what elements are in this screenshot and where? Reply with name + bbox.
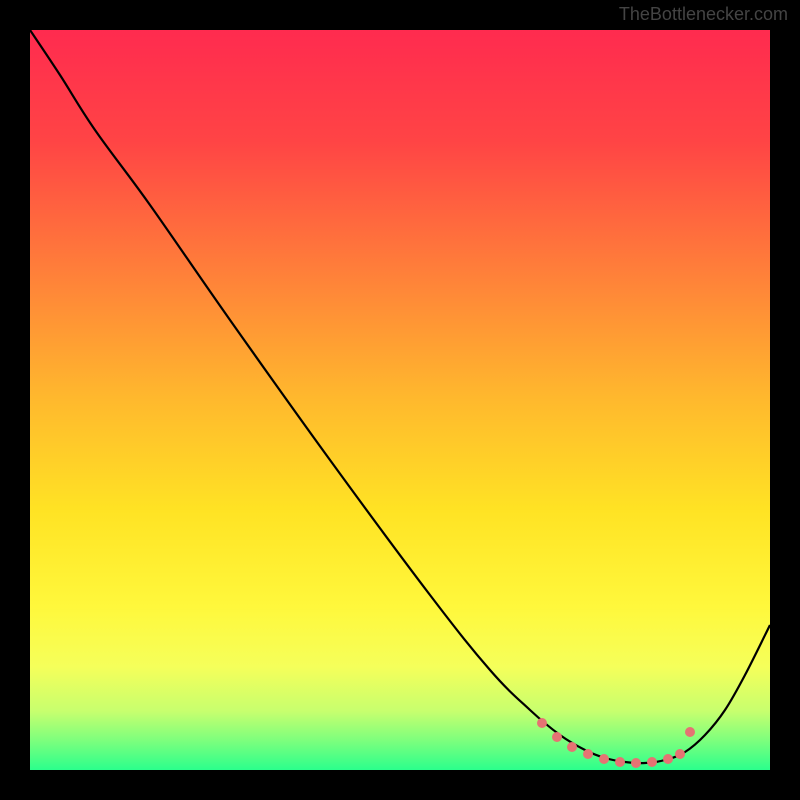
bottleneck-chart bbox=[30, 30, 770, 770]
chart-svg bbox=[30, 30, 770, 770]
watermark-text: TheBottlenecker.com bbox=[619, 4, 788, 25]
